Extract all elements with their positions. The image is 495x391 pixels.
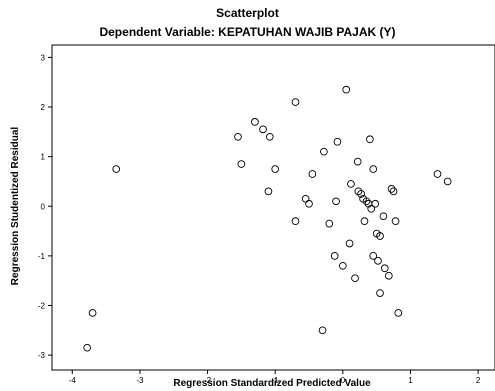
x-tick-label: -1: [272, 376, 280, 385]
y-tick-label: 3: [41, 53, 46, 62]
y-axis-ticks: 3 2 1 0 -1 -2 -3: [38, 53, 52, 360]
data-points: [83, 85, 452, 352]
y-tick-label: 2: [41, 103, 46, 112]
data-point: [332, 197, 340, 206]
x-axis-ticks: -4 -3 -2 -1 0 1 2: [69, 370, 481, 385]
data-point: [291, 98, 300, 106]
data-point: [234, 132, 242, 141]
data-point: [384, 271, 393, 280]
data-point: [371, 199, 380, 208]
data-point: [376, 232, 384, 240]
data-point: [83, 343, 92, 352]
data-point: [357, 190, 365, 198]
y-tick-label: 1: [41, 153, 46, 162]
data-point: [112, 165, 121, 173]
data-point: [367, 204, 376, 213]
data-point: [380, 264, 389, 273]
x-tick-label: -2: [204, 376, 212, 385]
data-point: [351, 274, 359, 283]
x-tick-label: 0: [341, 376, 346, 385]
data-point: [291, 217, 300, 225]
y-tick-label: -3: [38, 351, 46, 360]
data-point: [251, 118, 259, 126]
data-point: [88, 309, 97, 317]
data-point: [433, 170, 442, 178]
x-tick-label: 2: [476, 376, 481, 385]
data-point: [305, 199, 313, 208]
y-tick-label: -1: [38, 252, 46, 261]
data-point: [379, 212, 388, 221]
data-point: [443, 177, 452, 186]
data-point: [347, 180, 355, 188]
data-point: [345, 239, 354, 248]
x-tick-label: 1: [408, 376, 413, 385]
x-axis-label: Regression Standardized Predicted Value: [173, 378, 371, 389]
x-tick-label: -4: [69, 376, 77, 385]
data-point: [237, 160, 246, 168]
data-point: [360, 217, 369, 225]
data-point: [330, 252, 339, 260]
data-point: [342, 85, 351, 94]
x-tick-label: -3: [136, 376, 144, 385]
y-tick-label: 0: [41, 202, 46, 211]
data-point: [259, 125, 267, 134]
data-point: [353, 157, 362, 166]
data-point: [362, 197, 371, 206]
chart-title: Scatterplot: [216, 6, 279, 20]
data-point: [333, 137, 342, 146]
y-axis-label: Regression Studentized Residual: [10, 127, 21, 286]
data-point: [391, 217, 400, 225]
data-point: [320, 147, 328, 156]
data-point: [366, 135, 374, 144]
data-point: [376, 289, 384, 297]
data-point: [394, 309, 403, 317]
data-point: [338, 261, 347, 270]
data-point: [318, 326, 327, 335]
plot-frame: [51, 44, 495, 371]
data-point: [271, 165, 280, 173]
data-point: [325, 219, 334, 228]
data-point: [374, 256, 382, 265]
data-point: [369, 252, 378, 260]
data-point: [308, 170, 317, 178]
data-point: [264, 187, 273, 196]
y-tick-label: -2: [38, 301, 46, 310]
data-point: [354, 187, 363, 196]
data-point: [265, 132, 274, 141]
chart-subtitle: Dependent Variable: KEPATUHAN WAJIB PAJA…: [99, 25, 396, 39]
data-point: [369, 165, 378, 173]
data-point: [387, 185, 396, 193]
data-point: [389, 187, 398, 196]
